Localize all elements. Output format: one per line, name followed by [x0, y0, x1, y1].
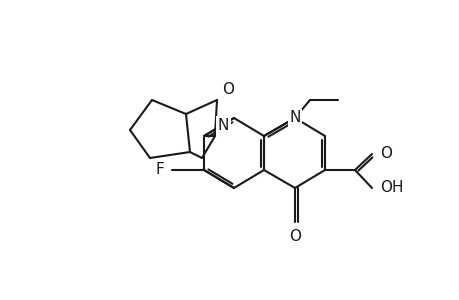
Text: OH: OH — [379, 181, 403, 196]
Text: N: N — [289, 110, 300, 125]
Text: N: N — [218, 118, 229, 133]
Text: O: O — [379, 146, 391, 161]
Text: O: O — [288, 229, 300, 244]
Text: O: O — [222, 82, 234, 97]
Text: F: F — [155, 163, 164, 178]
